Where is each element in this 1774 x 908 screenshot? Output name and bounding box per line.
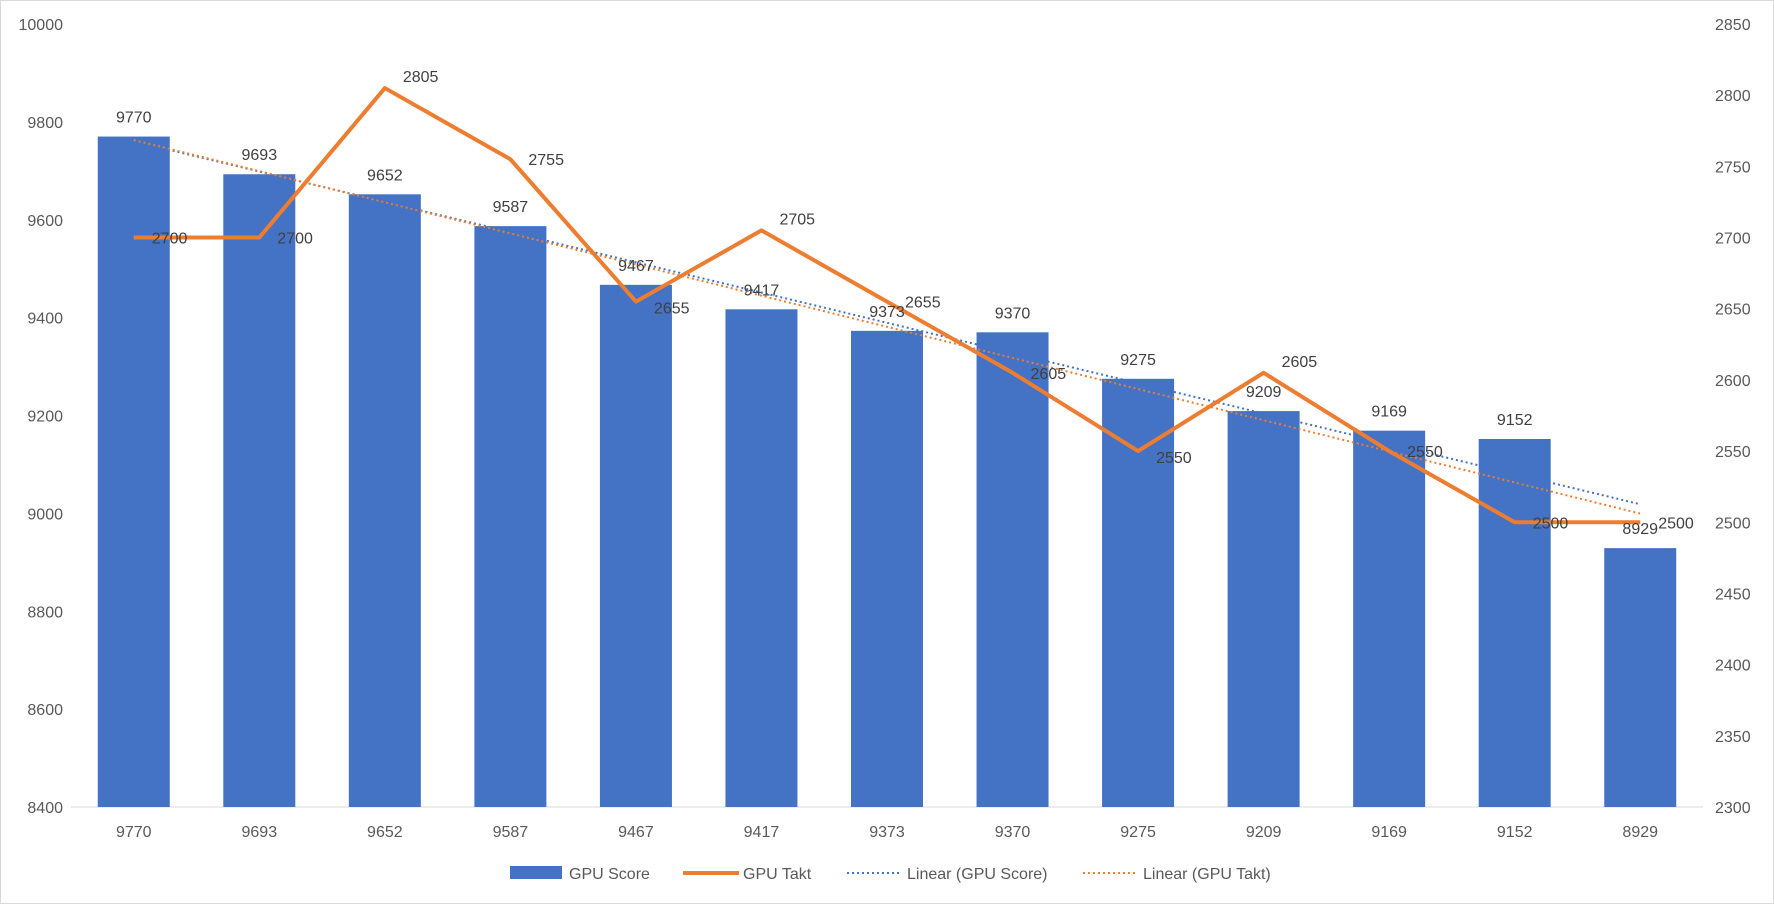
bar-data-label: 9467 bbox=[618, 258, 654, 275]
legend-label-gpu-score: GPU Score bbox=[569, 866, 650, 883]
y-right-tick-label: 2800 bbox=[1715, 88, 1751, 105]
y-right-tick-label: 2500 bbox=[1715, 515, 1751, 532]
bar-data-label: 9370 bbox=[995, 305, 1031, 322]
x-tick-label: 9467 bbox=[618, 824, 654, 841]
y-right-tick-label: 2750 bbox=[1715, 159, 1751, 176]
line-layer bbox=[133, 86, 1641, 525]
x-tick-label: 9587 bbox=[493, 824, 529, 841]
legend-swatch-gpu-score bbox=[510, 866, 562, 879]
x-tick-label: 9152 bbox=[1497, 824, 1533, 841]
bar bbox=[97, 136, 170, 807]
bar bbox=[1353, 430, 1426, 807]
bars-layer bbox=[97, 136, 1677, 808]
y-right-tick-label: 2600 bbox=[1715, 373, 1751, 390]
y-right-tick-label: 2650 bbox=[1715, 302, 1751, 319]
y-right-tick-label: 2850 bbox=[1715, 17, 1751, 34]
line-data-label: 2500 bbox=[1658, 515, 1694, 532]
line-data-label: 2500 bbox=[1533, 515, 1569, 532]
legend-label-trend-gpu-takt: Linear (GPU Takt) bbox=[1143, 866, 1271, 883]
series-line-gpu-takt bbox=[133, 86, 1641, 525]
y-left-tick-label: 8600 bbox=[27, 702, 63, 719]
trendline-gpu-score bbox=[133, 140, 1641, 506]
y-right-tick-label: 2450 bbox=[1715, 586, 1751, 603]
bar bbox=[851, 330, 923, 807]
x-tick-label: 8929 bbox=[1622, 824, 1658, 841]
x-tick-label: 9417 bbox=[744, 824, 780, 841]
line-data-label: 2550 bbox=[1156, 450, 1192, 467]
y-right-tick-label: 2300 bbox=[1715, 800, 1751, 817]
trendlines-layer bbox=[133, 139, 1641, 515]
y-right-tick-label: 2350 bbox=[1715, 729, 1751, 746]
legend-label-trend-gpu-score: Linear (GPU Score) bbox=[907, 866, 1048, 883]
y-right-tick-label: 2700 bbox=[1715, 231, 1751, 248]
bar-data-label: 9417 bbox=[744, 282, 780, 299]
bar bbox=[976, 332, 1049, 807]
y-right-tick-label: 2550 bbox=[1715, 444, 1751, 461]
bar bbox=[599, 284, 672, 807]
bar-data-label: 9587 bbox=[493, 199, 529, 216]
y-left-tick-label: 9600 bbox=[27, 213, 63, 230]
bar bbox=[1102, 378, 1175, 807]
line-data-label: 2605 bbox=[1282, 354, 1318, 371]
y-left-tick-label: 8800 bbox=[27, 604, 63, 621]
bar-data-label: 9373 bbox=[869, 304, 905, 321]
line-data-label: 2605 bbox=[1031, 366, 1067, 383]
line-data-label: 2700 bbox=[277, 231, 313, 248]
data-labels-layer: 9770 9693 9652 9587 9467 9417 9373 9370 9275 9209… bbox=[116, 69, 1694, 538]
x-tick-label: 9652 bbox=[367, 824, 403, 841]
y-left-tick-label: 9800 bbox=[27, 115, 63, 132]
line-data-label: 2700 bbox=[152, 231, 188, 248]
bar-data-label: 9770 bbox=[116, 110, 152, 127]
y-left-tick-label: 9400 bbox=[27, 311, 63, 328]
line-data-label: 2655 bbox=[905, 295, 941, 312]
x-tick-label: 9275 bbox=[1120, 824, 1156, 841]
axes-layer: 8400 8600 8800 9000 9200 9400 9600 9800 10000 230… bbox=[19, 17, 1751, 841]
bar bbox=[1604, 548, 1677, 807]
bar-data-label: 9152 bbox=[1497, 412, 1533, 429]
legend-label-gpu-takt: GPU Takt bbox=[743, 866, 812, 883]
x-tick-label: 9209 bbox=[1246, 824, 1282, 841]
y-left-tick-label: 10000 bbox=[19, 17, 64, 34]
line-data-label: 2755 bbox=[528, 152, 564, 169]
y-left-tick-label: 9000 bbox=[27, 506, 63, 523]
bar bbox=[223, 174, 296, 807]
bar-data-label: 9693 bbox=[242, 147, 278, 164]
bar-data-label: 9169 bbox=[1371, 404, 1407, 421]
x-tick-label: 9770 bbox=[116, 824, 152, 841]
y-left-tick-label: 8400 bbox=[27, 800, 63, 817]
x-tick-label: 9373 bbox=[869, 824, 905, 841]
x-tick-label: 9169 bbox=[1371, 824, 1407, 841]
y-left-tick-label: 9200 bbox=[27, 409, 63, 426]
line-data-label: 2550 bbox=[1407, 444, 1443, 461]
y-right-tick-label: 2400 bbox=[1715, 658, 1751, 675]
x-tick-label: 9370 bbox=[995, 824, 1031, 841]
line-data-label: 2655 bbox=[654, 301, 690, 318]
line-data-label: 2805 bbox=[403, 69, 439, 86]
bar bbox=[725, 309, 798, 807]
bar bbox=[474, 226, 547, 807]
bar-data-label: 9209 bbox=[1246, 384, 1282, 401]
bar-data-label: 8929 bbox=[1622, 521, 1658, 538]
bar bbox=[348, 194, 421, 808]
legend: GPU Score GPU Takt Linear (GPU Score) Linea… bbox=[510, 866, 1271, 883]
line-data-label: 2705 bbox=[779, 211, 815, 228]
x-tick-label: 9693 bbox=[242, 824, 278, 841]
bar-data-label: 9652 bbox=[367, 167, 403, 184]
bar bbox=[1227, 411, 1300, 807]
trendline-gpu-takt bbox=[133, 139, 1641, 515]
bar bbox=[1478, 438, 1551, 807]
bar-data-label: 9275 bbox=[1120, 352, 1156, 369]
